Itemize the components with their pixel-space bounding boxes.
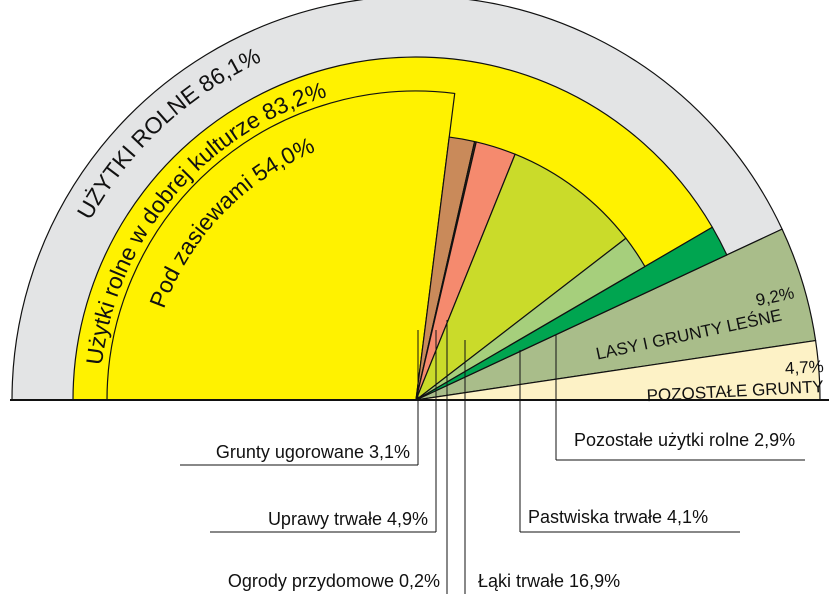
pie-segment	[415, 153, 627, 401]
callout-label: Pastwiska trwałe 4,1%	[528, 507, 708, 527]
pie-segment	[415, 237, 646, 401]
callout-label: Uprawy trwałe 4,9%	[268, 509, 428, 529]
segment-name: Pozostałe użytki rolne	[574, 430, 749, 450]
segment-value-label: 2,9%	[754, 430, 795, 450]
segment-value-label: 0,2%	[399, 571, 440, 591]
segment-name: Uprawy trwałe	[268, 509, 382, 529]
segment-value-label: 16,9%	[569, 571, 620, 591]
segment-name: Ogrody przydomowe	[228, 571, 394, 591]
callout-label: Grunty ugorowane 3,1%	[216, 442, 410, 462]
pie-segment	[415, 226, 728, 401]
segment-name: Łąki trwałe	[478, 571, 564, 591]
segment-value-label: 3,1%	[369, 442, 410, 462]
callout-label: Ogrody przydomowe 0,2%	[228, 571, 440, 591]
segment-name: Pastwiska trwałe	[528, 507, 662, 527]
pie-segment	[106, 90, 456, 401]
segment-name: Grunty ugorowane	[216, 442, 364, 462]
segment-value-label: 4,1%	[667, 507, 708, 527]
callout-label: Łąki trwałe 16,9%	[478, 571, 620, 591]
segment-value-label: 4,9%	[387, 509, 428, 529]
callout-label: Pozostałe użytki rolne 2,9%	[574, 430, 795, 450]
segment-value-label: 4,7%	[785, 357, 825, 378]
